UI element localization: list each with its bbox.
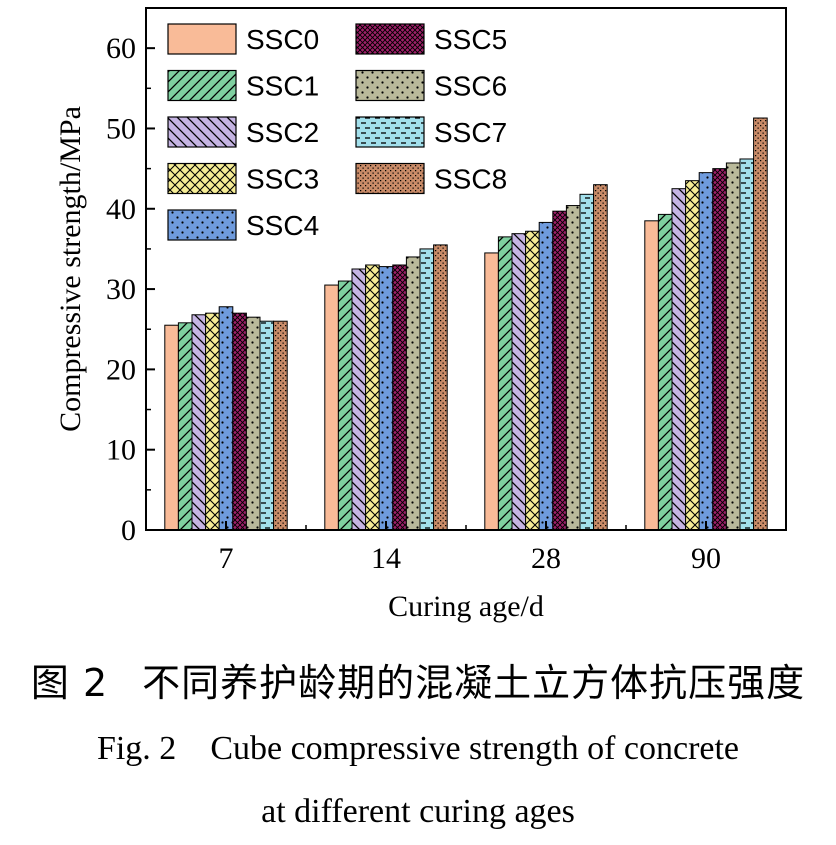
bar-SSC2-90 <box>671 188 687 531</box>
figure-caption-english-line2: at different curing ages <box>0 793 836 831</box>
legend-item-SSC2: SSC2 <box>167 116 319 148</box>
bar-SSC0-28 <box>484 252 499 531</box>
legend-item-SSC4: SSC4 <box>167 209 319 241</box>
bar-SSC5-90 <box>712 168 727 531</box>
bar-SSC6-7 <box>245 316 261 531</box>
bar-SSC1-14 <box>337 280 353 531</box>
bar-SSC0-7 <box>164 324 179 531</box>
bar-SSC2-28 <box>511 233 527 531</box>
bars-layer <box>164 117 768 531</box>
bar-SSC6-14 <box>405 256 421 531</box>
bar-SSC1-90 <box>657 213 673 531</box>
figure-caption-chinese: 图 2 不同养护龄期的混凝土立方体抗压强度 <box>0 652 836 707</box>
legend-swatch <box>355 69 425 102</box>
x-tick-label: 7 <box>219 542 234 575</box>
caption-en-label: Fig. 2 <box>96 730 177 767</box>
legend-label: SSC1 <box>246 71 319 102</box>
bar-SSC8-14 <box>433 244 448 531</box>
caption-cn-text: 不同养护龄期的混凝土立方体抗压强度 <box>142 661 806 705</box>
axes-layer: 0 10 20 30 40 50 60 7 14 28 90 <box>106 32 721 575</box>
y-tick-label: 40 <box>106 193 136 226</box>
bar-SSC0-14 <box>324 284 339 531</box>
legend-swatch <box>167 69 237 102</box>
bar-SSC7-90 <box>739 158 755 531</box>
bar-SSC7-28 <box>579 193 595 531</box>
y-tick-label: 50 <box>106 112 136 145</box>
x-tick-label: 14 <box>371 542 401 575</box>
legend-swatch <box>355 23 425 55</box>
bar-SSC5-14 <box>392 264 407 531</box>
legend-item-SSC6: SSC6 <box>355 69 507 102</box>
bar-SSC0-90 <box>644 220 659 531</box>
bar-SSC6-28 <box>565 205 581 531</box>
bar-SSC4-7 <box>218 306 234 531</box>
legend-swatch <box>167 162 237 195</box>
x-axis-label: Curing age/d <box>388 590 544 623</box>
bar-SSC8-28 <box>593 184 608 531</box>
legend-label: SSC7 <box>434 117 507 148</box>
figure-caption-english-line1: Fig. 2 Cube compressive strength of concr… <box>0 730 836 768</box>
legend-item-SSC1: SSC1 <box>167 69 319 102</box>
bar-SSC3-28 <box>525 230 540 531</box>
bar-SSC2-7 <box>191 314 207 531</box>
legend-label: SSC3 <box>246 164 319 195</box>
legend-label: SSC5 <box>434 24 507 55</box>
legend: SSC0 SSC1 SSC2 SSC3 SSC4 SSC5 SSC6 SSC7 SSC8 <box>167 23 507 241</box>
bar-SSC3-90 <box>685 180 700 531</box>
bar-SSC6-90 <box>725 162 741 531</box>
bar-SSC7-14 <box>419 248 435 531</box>
bar-SSC4-28 <box>538 221 554 531</box>
bar-SSC7-7 <box>259 320 275 531</box>
legend-item-SSC3: SSC3 <box>167 162 319 195</box>
x-tick-label: 90 <box>691 542 721 575</box>
legend-item-SSC7: SSC7 <box>355 116 507 148</box>
legend-item-SSC0: SSC0 <box>167 23 319 55</box>
bar-SSC4-14 <box>378 266 394 531</box>
y-tick-label: 30 <box>106 273 136 306</box>
y-tick-label: 0 <box>121 514 136 547</box>
legend-label: SSC6 <box>434 71 507 102</box>
legend-item-SSC5: SSC5 <box>355 23 507 55</box>
legend-label: SSC4 <box>246 210 319 241</box>
legend-swatch <box>167 23 237 55</box>
bar-SSC2-14 <box>351 268 367 531</box>
caption-cn-label: 图 2 <box>30 661 109 705</box>
caption-en-line1: Cube compressive strength of concrete <box>210 730 740 767</box>
caption-en-line2: at different curing ages <box>261 793 575 830</box>
legend-swatch <box>355 162 425 195</box>
bar-SSC3-14 <box>365 264 380 531</box>
legend-swatch <box>355 116 425 148</box>
x-tick-label: 28 <box>531 542 561 575</box>
y-axis-label: Compressive strength/MPa <box>54 106 87 432</box>
legend-swatch <box>167 209 237 241</box>
legend-label: SSC0 <box>246 24 319 55</box>
y-tick-label: 10 <box>106 434 136 467</box>
bar-SSC8-7 <box>273 320 288 531</box>
legend-swatch <box>167 116 237 148</box>
bar-SSC4-90 <box>698 172 714 531</box>
bar-SSC1-7 <box>177 322 193 531</box>
legend-label: SSC2 <box>246 117 319 148</box>
bar-SSC5-7 <box>232 312 247 531</box>
bar-SSC5-28 <box>552 210 567 531</box>
bar-SSC8-90 <box>753 117 768 531</box>
legend-item-SSC8: SSC8 <box>355 162 507 195</box>
legend-label: SSC8 <box>434 164 507 195</box>
bar-SSC1-28 <box>497 236 513 531</box>
y-tick-label: 60 <box>106 32 136 65</box>
y-tick-label: 20 <box>106 353 136 386</box>
bar-SSC3-7 <box>205 312 220 531</box>
